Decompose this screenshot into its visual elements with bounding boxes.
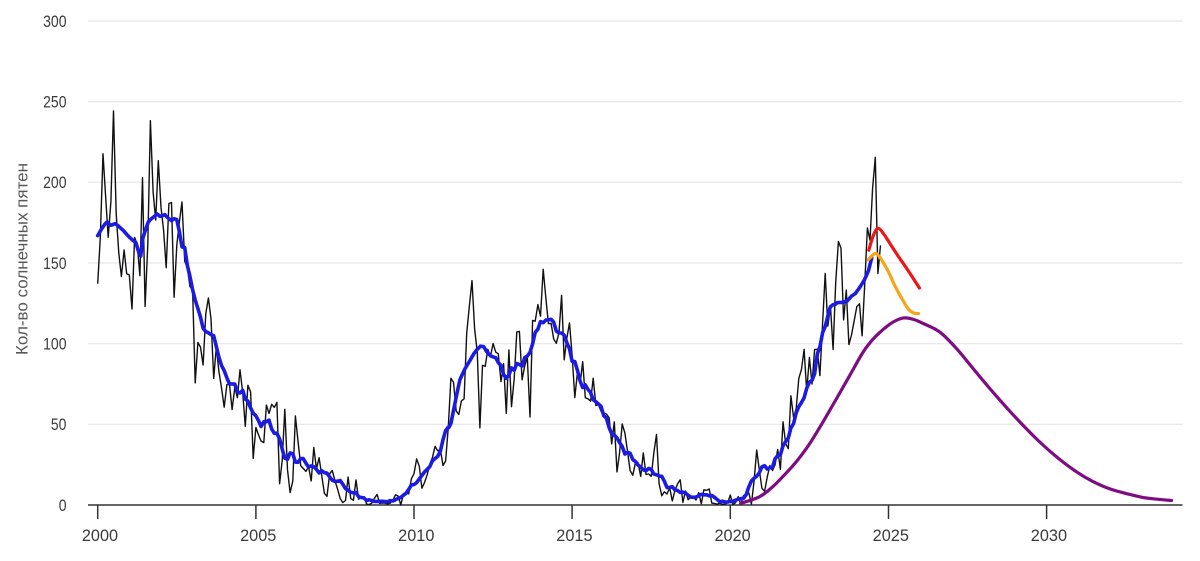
svg-text:250: 250 bbox=[43, 94, 66, 112]
svg-text:200: 200 bbox=[43, 174, 66, 192]
svg-text:2010: 2010 bbox=[398, 527, 434, 545]
svg-text:150: 150 bbox=[43, 255, 66, 273]
svg-text:2020: 2020 bbox=[714, 527, 750, 545]
svg-text:100: 100 bbox=[43, 336, 66, 354]
svg-text:2025: 2025 bbox=[873, 527, 909, 545]
svg-text:2015: 2015 bbox=[556, 527, 592, 545]
svg-text:Кол-во солнечных пятен: Кол-во солнечных пятен bbox=[13, 163, 32, 355]
svg-text:2005: 2005 bbox=[240, 527, 276, 545]
svg-text:50: 50 bbox=[51, 416, 67, 434]
svg-text:2030: 2030 bbox=[1031, 527, 1067, 545]
svg-text:0: 0 bbox=[59, 497, 67, 515]
svg-text:300: 300 bbox=[43, 13, 66, 31]
svg-text:2000: 2000 bbox=[82, 527, 118, 545]
